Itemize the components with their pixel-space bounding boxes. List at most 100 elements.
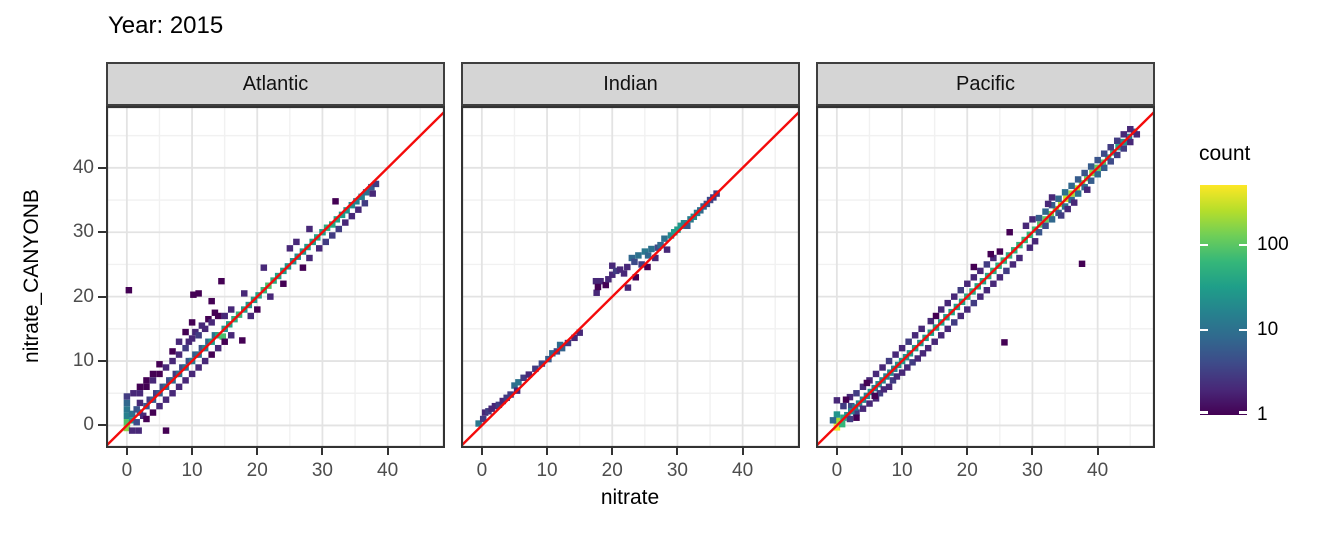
bin <box>1057 212 1065 219</box>
bin <box>143 415 150 423</box>
bin <box>1026 244 1034 251</box>
x-tick-mark <box>191 448 194 455</box>
bin <box>1113 151 1121 159</box>
bin <box>602 281 610 289</box>
bin <box>951 293 958 300</box>
bin <box>1127 125 1134 133</box>
x-tick-label: 40 <box>377 460 399 481</box>
bin <box>970 274 978 281</box>
bin <box>944 325 951 333</box>
bin <box>1042 208 1049 215</box>
bin <box>342 219 349 226</box>
bin <box>648 245 655 253</box>
bin <box>674 226 681 233</box>
bin <box>914 355 921 362</box>
bin <box>162 364 170 371</box>
bin <box>931 338 938 345</box>
bin <box>299 264 307 271</box>
bin <box>208 351 215 358</box>
bin <box>175 351 183 358</box>
bin <box>1100 164 1108 172</box>
bin <box>898 344 906 352</box>
bin <box>188 335 196 342</box>
bin <box>169 390 176 397</box>
panel-canvas <box>461 106 800 448</box>
facet-panel <box>106 106 445 448</box>
bin <box>1070 199 1078 206</box>
bin <box>892 351 899 358</box>
y-tick-mark <box>98 424 106 427</box>
bin <box>475 420 482 427</box>
bin <box>846 415 854 423</box>
bin <box>866 400 873 407</box>
bin <box>315 245 323 252</box>
bin <box>1120 145 1128 152</box>
x-tick-mark <box>1096 448 1099 455</box>
bin <box>876 390 884 397</box>
facet-strip: Indian <box>461 62 800 106</box>
bin <box>136 399 144 407</box>
bin <box>188 370 196 378</box>
y-tick-label: 40 <box>72 156 94 178</box>
x-tick-mark <box>480 448 483 455</box>
bin <box>247 312 255 320</box>
x-tick-mark <box>1031 448 1034 455</box>
bin <box>1031 238 1039 245</box>
x-tick-label: 30 <box>666 460 689 481</box>
bin <box>957 287 965 294</box>
bin <box>159 383 167 391</box>
legend-title: count <box>1199 142 1251 165</box>
bin <box>208 319 215 326</box>
bin <box>1009 261 1017 268</box>
y-tick-mark <box>98 295 106 298</box>
legend-tick-label: 10 <box>1257 318 1279 340</box>
bin <box>632 274 640 281</box>
bin <box>130 390 137 397</box>
bin <box>1006 229 1013 236</box>
bin <box>182 328 189 336</box>
bin <box>166 377 173 384</box>
panel-canvas <box>816 106 1155 448</box>
bin <box>520 374 527 381</box>
bin <box>495 401 503 409</box>
bin <box>355 206 362 213</box>
bin <box>175 383 183 391</box>
identity-line <box>816 109 1155 448</box>
bin <box>1107 158 1114 165</box>
x-tick-label: 20 <box>601 460 623 481</box>
bin <box>254 306 261 313</box>
bin <box>628 254 636 262</box>
bin <box>214 344 222 352</box>
bin <box>123 399 131 407</box>
x-tick-label: 30 <box>311 460 334 481</box>
bin <box>1048 194 1056 201</box>
bin <box>211 309 219 316</box>
colorbar-tick-mark <box>1239 411 1247 414</box>
bin <box>1035 214 1043 222</box>
bin <box>135 427 142 434</box>
bin <box>684 222 691 229</box>
x-tick-label: 0 <box>121 460 133 481</box>
bin <box>335 225 343 233</box>
bin <box>657 241 664 249</box>
bin <box>889 377 897 384</box>
bin <box>368 183 375 191</box>
bin <box>564 339 572 347</box>
x-tick-label: 10 <box>536 460 558 481</box>
bin <box>1087 177 1095 184</box>
bin <box>162 427 170 434</box>
bin <box>885 357 893 365</box>
bin <box>871 392 878 400</box>
bin <box>128 427 136 434</box>
bin <box>322 238 329 246</box>
bin <box>1001 339 1008 346</box>
colorbar-tick-mark <box>1200 411 1208 414</box>
bin <box>511 382 518 389</box>
bin <box>970 299 978 307</box>
bin <box>192 351 199 358</box>
bin <box>983 261 991 268</box>
x-tick-mark <box>611 448 614 455</box>
bin <box>358 193 365 201</box>
bin <box>260 264 268 271</box>
bin <box>149 370 157 378</box>
